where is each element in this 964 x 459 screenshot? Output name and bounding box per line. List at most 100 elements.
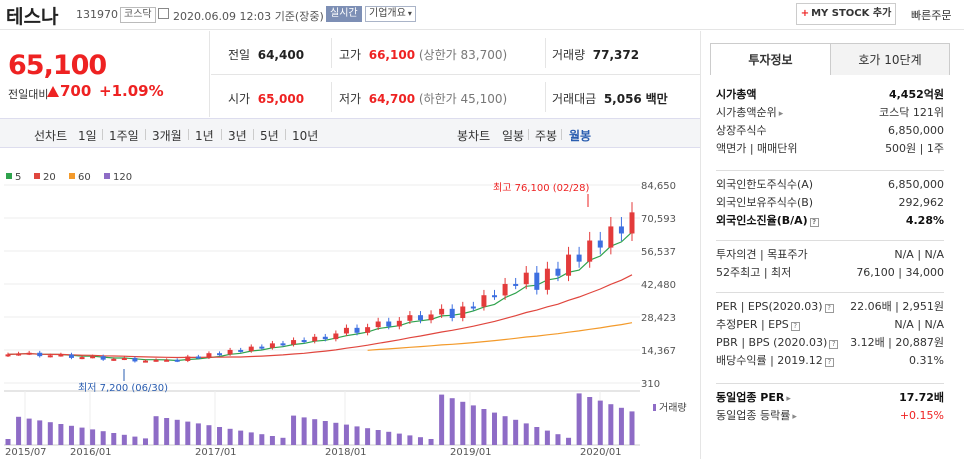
volume-bar [259, 434, 265, 445]
tab-quote-10[interactable]: 호가 10단계 [830, 43, 950, 76]
help-icon[interactable]: ? [824, 304, 834, 313]
volume-bar [576, 393, 582, 445]
x-tick-label: 2016/01 [70, 447, 112, 458]
candle [322, 336, 328, 340]
info-value: 4,452억원 [888, 88, 944, 101]
tab-investment-info[interactable]: 투자정보 [710, 43, 831, 76]
volume-bar [629, 411, 635, 445]
candle [428, 314, 434, 321]
candle [174, 359, 180, 362]
info-label: 동일업종 등락률 ▸ [716, 409, 797, 422]
volume-bar [428, 439, 434, 445]
candle [142, 360, 148, 363]
candle [26, 352, 32, 355]
info-row: 외국인한도주식수(A) 6,850,000 [716, 176, 944, 194]
help-icon[interactable]: ? [829, 340, 839, 349]
volume-bar [534, 427, 540, 445]
candle [544, 268, 550, 290]
info-row[interactable]: 시가총액순위 ▸ 코스닥 121위 [716, 104, 944, 122]
legend-label-60: 60 [78, 172, 91, 183]
candles [5, 202, 635, 363]
info-label: 배당수익률 | 2019.12? [716, 352, 834, 370]
volume-bar [142, 438, 148, 445]
info-value: 4.28% [905, 214, 944, 227]
toolbar-sep [561, 129, 562, 140]
arrow-right-icon: ▸ [778, 109, 784, 119]
help-icon[interactable]: ? [809, 218, 819, 227]
candle [312, 336, 318, 342]
info-value: 6,850,000 [888, 124, 944, 137]
line-chart-label: 선차트 [34, 129, 68, 143]
stock-code: 131970 [76, 8, 118, 21]
candle [153, 359, 159, 362]
info-label: PBR | BPS (2020.03)? [716, 334, 839, 352]
info-value: 76,100 | 34,000 [856, 266, 944, 279]
info-value: 292,962 [898, 196, 945, 209]
info-row[interactable]: 동일업종 PER ▸ 17.72배 [716, 389, 944, 407]
candle [534, 272, 540, 290]
help-icon[interactable]: ? [824, 358, 834, 367]
volume-bar [5, 439, 11, 445]
volume-legend-label: 거래량 [659, 402, 687, 414]
volume-bar [439, 394, 445, 445]
market-badge: 코스닥 [120, 7, 156, 23]
calendar-icon [158, 8, 169, 19]
candle-daily[interactable]: 일봉 [502, 129, 525, 143]
info-label: 상장주식수 [716, 124, 767, 137]
info-row: 상장주식수 6,850,000 [716, 122, 944, 140]
candle-monthly[interactable]: 월봉 [569, 129, 592, 143]
quick-order-link[interactable]: 빠른주문 [911, 9, 952, 22]
period-5y[interactable]: 5년 [260, 129, 279, 143]
info-label: 외국인한도주식수(A) [716, 178, 814, 191]
plus-icon: + [800, 8, 810, 19]
panel-separator [716, 292, 944, 293]
info-label: 투자의견 | 목표주가 [716, 248, 808, 261]
candle [566, 254, 572, 276]
legend-swatch-60 [69, 173, 75, 179]
candle [513, 283, 519, 286]
period-1d[interactable]: 1일 [78, 129, 97, 143]
legend-swatch-5 [6, 173, 12, 179]
period-1w[interactable]: 1주일 [109, 129, 139, 143]
legend-label-20: 20 [43, 172, 56, 183]
volume-bar [291, 415, 297, 445]
candle-weekly[interactable]: 주봉 [535, 129, 558, 143]
tab-underline [710, 75, 950, 76]
chart-grid: 84,650 70,593 56,537 42,480 28,423 14,367 310 2… [4, 181, 676, 458]
volume-bar [375, 430, 381, 445]
info-row[interactable]: 동일업종 등락률 ▸ +0.15% [716, 407, 944, 425]
chevron-down-icon: ▾ [407, 9, 412, 18]
timestamp: 2020.06.09 12:03 기준(장중) [173, 10, 324, 23]
period-3m[interactable]: 3개월 [152, 129, 182, 143]
help-icon[interactable]: ? [790, 322, 800, 331]
volume-bar [195, 423, 201, 445]
candle [90, 356, 96, 359]
candle [37, 352, 43, 357]
stats-divider [545, 82, 546, 112]
candle [206, 353, 212, 358]
info-row: 투자의견 | 목표주가 N/A | N/A [716, 246, 944, 264]
company-info-dropdown[interactable]: 기업개요 ▾ [365, 6, 416, 22]
volume-bar [132, 436, 138, 445]
candle [417, 315, 423, 321]
price-chart: 5 20 60 120 84,650 70,593 56,537 42,480 28,423 1… [4, 172, 687, 458]
stat-open: 시가 65,000 [228, 92, 305, 106]
panel-divider [700, 31, 701, 459]
period-10y[interactable]: 10년 [292, 129, 319, 143]
change-percent: +1.09% [99, 82, 164, 100]
volume-bar [396, 433, 402, 445]
toolbar-sep [285, 129, 286, 140]
realtime-button[interactable]: 실시간 [326, 6, 362, 22]
candle [185, 356, 191, 361]
x-tick-label: 2020/01 [580, 447, 622, 458]
volume-bar [407, 435, 413, 445]
candle [523, 272, 529, 285]
period-3y[interactable]: 3년 [228, 129, 247, 143]
volume-legend-swatch [653, 404, 656, 411]
volume-bar [555, 434, 561, 445]
volume-bar [597, 400, 603, 445]
triangle-up-icon [47, 86, 59, 97]
volume-bar [333, 422, 339, 445]
period-1y[interactable]: 1년 [195, 129, 214, 143]
mystock-add-button[interactable]: + MY STOCK 추가 [796, 3, 896, 25]
